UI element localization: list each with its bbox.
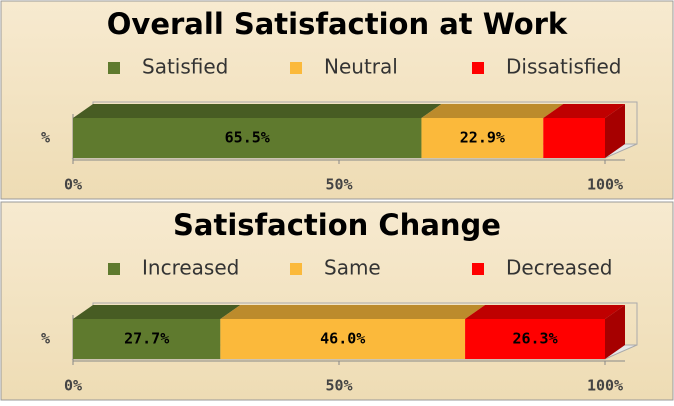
x-tick-label: 0% [64,377,82,395]
legend-label: Neutral [324,55,398,79]
legend-label: Dissatisfied [506,55,621,79]
bar [220,319,466,359]
data-label: 46.0% [320,330,365,348]
legend-label: Satisfied [142,55,228,79]
legend-swatch [290,62,302,74]
legend-label: Increased [142,256,239,280]
chart-title: Satisfaction Change [173,208,501,242]
chart-title: Overall Satisfaction at Work [107,7,568,41]
legend-label: Decreased [506,256,612,280]
bar [73,319,221,359]
bar [543,118,605,158]
bar-top [73,104,442,118]
bar-top [543,104,625,118]
bar-top [465,305,625,319]
bar [421,118,544,158]
bar-top [220,305,486,319]
bar [465,319,605,359]
legend-swatch [472,263,484,275]
legend-swatch [472,62,484,74]
legend-swatch [290,263,302,275]
x-tick-label: 100% [587,377,623,395]
legend-label: Same [324,256,381,280]
x-tick-label: 50% [325,377,352,395]
x-tick-label: 0% [64,176,82,194]
panel [0,201,674,401]
panel [0,0,674,200]
data-label: 22.9% [460,129,505,147]
bar-top [73,305,241,319]
data-label: 65.5% [225,129,270,147]
legend-swatch [108,263,120,275]
bar-side [605,104,625,158]
x-tick-label: 50% [325,176,352,194]
data-label: 26.3% [512,330,557,348]
x-tick-label: 100% [587,176,623,194]
bar-top [421,104,564,118]
bar-side [605,305,625,359]
y-tick-label: % [41,330,50,348]
y-tick-label: % [41,129,50,147]
bar [73,118,422,158]
data-label: 27.7% [124,330,169,348]
legend-swatch [108,62,120,74]
